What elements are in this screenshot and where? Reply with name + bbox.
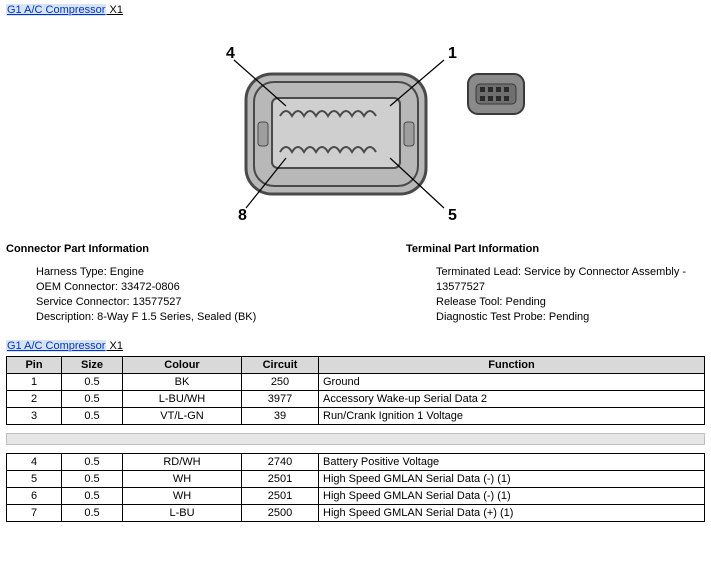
connector-info-heading: Connector Part Information	[6, 243, 406, 255]
col-colour: Colour	[123, 357, 242, 374]
table-gap-bar	[6, 433, 705, 445]
col-function: Function	[319, 357, 705, 374]
cell: Accessory Wake-up Serial Data 2	[319, 391, 705, 408]
col-circuit: Circuit	[242, 357, 319, 374]
cell: 0.5	[62, 454, 123, 471]
pin-label-4: 4	[226, 45, 235, 62]
cell: WH	[123, 488, 242, 505]
connector-info-col: Connector Part Information Harness Type:…	[6, 243, 406, 324]
page-title: G1 A/C Compressor X1	[6, 4, 705, 16]
table-row: 70.5L-BU2500High Speed GMLAN Serial Data…	[7, 505, 705, 522]
cell: High Speed GMLAN Serial Data (-) (1)	[319, 488, 705, 505]
connector-info-item: Description: 8-Way F 1.5 Series, Sealed …	[36, 310, 406, 325]
cell: 0.5	[62, 471, 123, 488]
terminal-info-heading: Terminal Part Information	[406, 243, 705, 255]
pinout-title: G1 A/C Compressor X1	[6, 340, 705, 352]
cell: 2501	[242, 488, 319, 505]
title-suffix: X1	[106, 4, 123, 16]
cell: 3977	[242, 391, 319, 408]
connector-diagram: 4 1 8 5	[6, 24, 705, 227]
info-section: Connector Part Information Harness Type:…	[6, 243, 705, 324]
cell: 5	[7, 471, 62, 488]
cell: 0.5	[62, 374, 123, 391]
cell: 2501	[242, 471, 319, 488]
terminal-info-item: Terminated Lead: Service by Connector As…	[436, 265, 705, 295]
cell: L-BU/WH	[123, 391, 242, 408]
table-row: 20.5L-BU/WH3977Accessory Wake-up Serial …	[7, 391, 705, 408]
terminal-info-col: Terminal Part Information Terminated Lea…	[406, 243, 705, 324]
cell: 7	[7, 505, 62, 522]
cell: VT/L-GN	[123, 408, 242, 425]
table-row: 40.5RD/WH2740Battery Positive Voltage	[7, 454, 705, 471]
cell: BK	[123, 374, 242, 391]
pinout-table-b: 40.5RD/WH2740Battery Positive Voltage50.…	[6, 453, 705, 522]
cell: 4	[7, 454, 62, 471]
cell: 0.5	[62, 488, 123, 505]
cell: 250	[242, 374, 319, 391]
connector-info-item: Harness Type: Engine	[36, 265, 406, 280]
col-pin: Pin	[7, 357, 62, 374]
pin-label-5: 5	[448, 207, 457, 224]
table-row: 50.5WH2501High Speed GMLAN Serial Data (…	[7, 471, 705, 488]
terminal-info-item: Release Tool: Pending	[436, 295, 705, 310]
cell: 39	[242, 408, 319, 425]
cell: RD/WH	[123, 454, 242, 471]
title-link-2[interactable]: G1 A/C Compressor	[6, 340, 106, 352]
table-row: 30.5VT/L-GN39Run/Crank Ignition 1 Voltag…	[7, 408, 705, 425]
cell: WH	[123, 471, 242, 488]
connector-info-item: Service Connector: 13577527	[36, 295, 406, 310]
cell: 1	[7, 374, 62, 391]
cell: 0.5	[62, 391, 123, 408]
cell: 0.5	[62, 408, 123, 425]
cell: 2500	[242, 505, 319, 522]
cell: High Speed GMLAN Serial Data (-) (1)	[319, 471, 705, 488]
cell: Ground	[319, 374, 705, 391]
col-size: Size	[62, 357, 123, 374]
connector-info-item: OEM Connector: 33472-0806	[36, 280, 406, 295]
title-link[interactable]: G1 A/C Compressor	[6, 4, 106, 16]
pin-label-8: 8	[238, 207, 247, 224]
cell: 6	[7, 488, 62, 505]
terminal-info-item: Diagnostic Test Probe: Pending	[436, 310, 705, 325]
cell: 0.5	[62, 505, 123, 522]
table-row: 10.5BK250Ground	[7, 374, 705, 391]
title-suffix-2: X1	[106, 340, 123, 352]
pin-label-1: 1	[448, 45, 457, 62]
cell: 2740	[242, 454, 319, 471]
cell: L-BU	[123, 505, 242, 522]
cell: 2	[7, 391, 62, 408]
cell: Run/Crank Ignition 1 Voltage	[319, 408, 705, 425]
table-row: 60.5WH2501High Speed GMLAN Serial Data (…	[7, 488, 705, 505]
cell: 3	[7, 408, 62, 425]
pinout-table-a: Pin Size Colour Circuit Function 10.5BK2…	[6, 356, 705, 425]
cell: High Speed GMLAN Serial Data (+) (1)	[319, 505, 705, 522]
cell: Battery Positive Voltage	[319, 454, 705, 471]
pinout-header-row: Pin Size Colour Circuit Function	[7, 357, 705, 374]
